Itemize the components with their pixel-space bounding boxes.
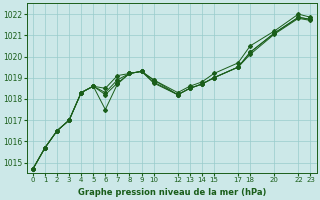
- X-axis label: Graphe pression niveau de la mer (hPa): Graphe pression niveau de la mer (hPa): [77, 188, 266, 197]
